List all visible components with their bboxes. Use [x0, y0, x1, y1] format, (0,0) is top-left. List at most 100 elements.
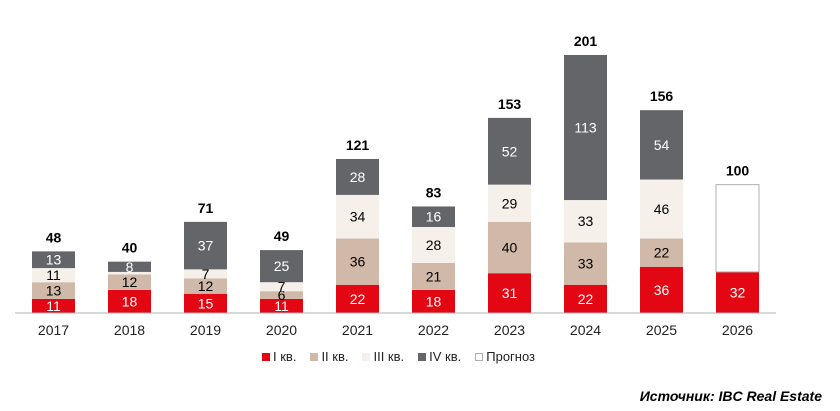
- legend-label: IV кв.: [429, 349, 462, 364]
- bar-segment: [564, 242, 607, 285]
- bar-segment: [336, 194, 379, 239]
- legend-label: Прогноз: [486, 349, 536, 364]
- segment-value-label: 22: [350, 291, 366, 307]
- bar-segment: [336, 238, 379, 285]
- segment-value-label: 33: [578, 213, 594, 229]
- bar-segment: [640, 238, 683, 267]
- bar-segment: [412, 289, 455, 313]
- total-value-label: 71: [198, 200, 214, 216]
- bar-segment: [640, 266, 683, 313]
- bar-segment: [108, 289, 151, 313]
- segment-value-label: 15: [198, 295, 214, 311]
- x-tick-label: 2023: [494, 322, 525, 338]
- segment-value-label: 25: [274, 258, 290, 274]
- bar-segment: [184, 278, 227, 294]
- segment-value-label: 34: [350, 209, 366, 225]
- legend-swatch: [418, 352, 427, 361]
- bar-segment: [716, 271, 759, 313]
- bar-segment: [184, 293, 227, 313]
- segment-value-label: 40: [502, 240, 518, 256]
- legend-item: III кв.: [362, 349, 404, 364]
- segment-value-label: 28: [426, 237, 442, 253]
- bar-segment: [260, 282, 303, 292]
- segment-value-label: 8: [126, 259, 134, 275]
- source-note: Источник: IBC Real Estate: [639, 388, 822, 404]
- segment-value-label: 31: [502, 285, 518, 301]
- legend-label: I кв.: [273, 349, 297, 364]
- bar-segment: [564, 200, 607, 243]
- bar-segment: [260, 250, 303, 283]
- segment-value-label: 52: [502, 143, 518, 159]
- bar-segment: [715, 184, 760, 273]
- total-value-label: 121: [346, 137, 370, 153]
- segment-value-label: 46: [654, 201, 670, 217]
- segment-value-label: 16: [426, 209, 442, 225]
- bar-segment: [412, 206, 455, 227]
- bar-segment: [488, 117, 531, 185]
- x-tick-label: 2018: [114, 322, 145, 338]
- bar-segment: [336, 284, 379, 313]
- bar-segment: [564, 55, 607, 201]
- legend-label: II кв.: [321, 349, 349, 364]
- x-tick-label: 2017: [38, 322, 69, 338]
- segment-value-label: 12: [198, 278, 214, 294]
- bar-segment: [32, 282, 75, 299]
- segment-value-label: 32: [730, 284, 746, 300]
- x-tick-label: 2019: [190, 322, 221, 338]
- total-value-label: 48: [46, 229, 62, 245]
- total-value-label: 40: [122, 240, 138, 256]
- legend-label: III кв.: [373, 349, 405, 364]
- segment-value-label: 22: [654, 245, 670, 261]
- legend-swatch: [475, 352, 484, 361]
- segment-value-label: 29: [502, 195, 518, 211]
- bar-segment: [184, 221, 227, 270]
- segment-value-label: 33: [578, 256, 594, 272]
- bar-segment: [640, 179, 683, 239]
- segment-value-label: 54: [654, 137, 670, 153]
- segment-value-label: 21: [426, 268, 442, 284]
- x-tick-label: 2025: [646, 322, 677, 338]
- total-value-label: 201: [574, 33, 598, 49]
- total-value-label: 153: [498, 96, 522, 112]
- segment-value-label: 36: [654, 282, 670, 298]
- segment-value-label: 22: [578, 291, 594, 307]
- segment-value-label: 37: [198, 238, 214, 254]
- bar-segment: [108, 271, 151, 275]
- x-tick-label: 2024: [570, 322, 601, 338]
- legend-item: Прогноз: [475, 349, 535, 364]
- legend: I кв. II кв. III кв. IV кв. Прогноз: [262, 349, 535, 364]
- bar-segment: [412, 227, 455, 263]
- bar-segment: [32, 298, 75, 313]
- bar-segment: [336, 158, 379, 195]
- total-value-label: 156: [650, 88, 674, 104]
- bar-segment: [260, 291, 303, 299]
- segment-value-label: 13: [46, 252, 62, 268]
- segment-value-label: 11: [46, 267, 61, 283]
- bar-segment: [32, 268, 75, 283]
- x-tick-label: 2026: [722, 322, 753, 338]
- total-value-label: 49: [274, 228, 290, 244]
- bar-segment: [108, 261, 151, 272]
- segment-value-label: 7: [278, 279, 286, 295]
- bar-segment: [488, 221, 531, 274]
- bar-segment: [32, 251, 75, 269]
- stacked-bar-chart: 1113111348181284015127377111672549223634…: [15, 33, 776, 338]
- x-tick-label: 2022: [418, 322, 449, 338]
- bar-segment: [488, 273, 531, 313]
- x-tick-label: 2020: [266, 322, 297, 338]
- bar-segment: [564, 284, 607, 313]
- segment-value-label: 18: [122, 293, 138, 309]
- bar-segment: [108, 274, 151, 290]
- segment-value-label: 7: [202, 266, 210, 282]
- segment-value-label: 28: [350, 169, 366, 185]
- bar-segment: [488, 184, 531, 222]
- segment-value-label: 12: [122, 274, 138, 290]
- segment-value-label: 18: [426, 293, 442, 309]
- segment-value-label: 13: [46, 283, 62, 299]
- segment-value-label: 6: [278, 287, 286, 303]
- bars-layer: 1113111348181284015127377111672549223634…: [32, 33, 760, 314]
- legend-swatch: [362, 352, 371, 361]
- bar-segment: [260, 298, 303, 313]
- legend-swatch: [310, 352, 319, 361]
- bar-segment: [640, 110, 683, 180]
